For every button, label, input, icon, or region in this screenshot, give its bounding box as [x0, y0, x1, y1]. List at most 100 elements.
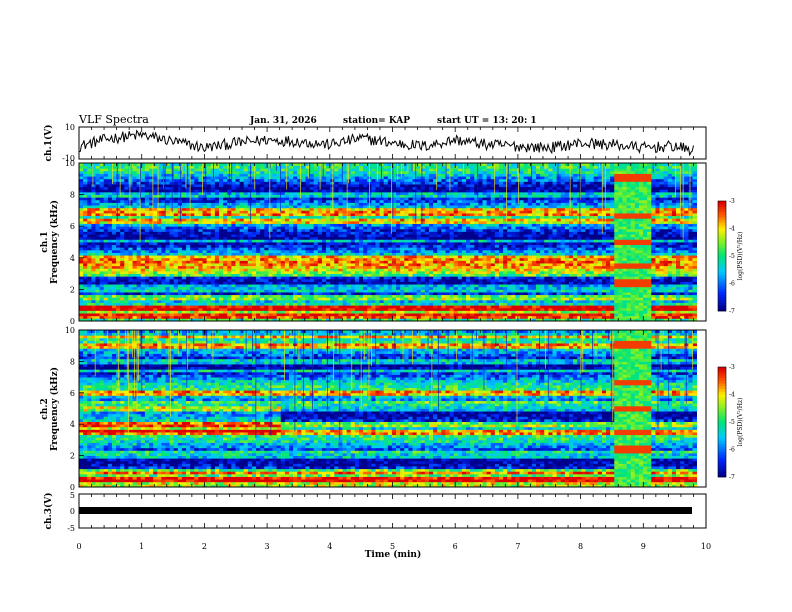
- spectrogram-cell: [223, 244, 228, 248]
- spectrogram-cell: [247, 315, 253, 319]
- spectrogram-cell: [202, 242, 208, 246]
- spectrogram-cell: [626, 302, 632, 306]
- spectrogram-cell: [231, 318, 236, 322]
- spectrogram-cell: [680, 252, 685, 256]
- spectrogram-cell: [461, 299, 467, 303]
- spectrogram-cell: [449, 313, 455, 317]
- spectrogram-cell: [503, 286, 508, 290]
- spectrogram-cell: [445, 249, 450, 253]
- spectrogram-cell: [692, 236, 697, 240]
- spectrogram-cell: [391, 284, 397, 288]
- spectrogram-cell: [589, 239, 595, 243]
- spectrogram-cell: [647, 302, 652, 306]
- spectrogram-cell: [552, 270, 558, 274]
- spectrogram-cell: [95, 294, 100, 298]
- spectrogram-cell: [527, 278, 533, 282]
- spectrogram-cell: [416, 257, 422, 261]
- spectrogram-cell: [247, 268, 253, 272]
- spectrogram-cell: [297, 260, 302, 264]
- spectrogram-cell: [466, 297, 471, 301]
- spectrogram-cell: [148, 284, 154, 288]
- spectrogram-cell: [638, 299, 644, 303]
- spectrogram-cell: [618, 292, 623, 296]
- spectrogram-cell: [103, 247, 109, 251]
- spectrogram-cell: [420, 273, 426, 277]
- spectrogram-cell: [206, 234, 212, 238]
- spectrogram-cell: [342, 249, 348, 253]
- spectrogram-cell: [227, 244, 232, 248]
- spectrogram-cell: [412, 278, 418, 282]
- spectrogram-cell: [342, 257, 348, 261]
- spectrogram-cell: [354, 263, 360, 267]
- spectrogram-cell: [111, 239, 117, 243]
- spectrogram-cell: [99, 286, 105, 290]
- spectrogram-cell: [95, 247, 100, 251]
- spectrogram-cell: [223, 260, 228, 264]
- spectrogram-cell: [692, 318, 697, 322]
- spectrogram-cell: [573, 315, 578, 319]
- spectrogram-cell: [420, 299, 426, 303]
- spectrogram-cell: [387, 265, 393, 269]
- spectrogram-cell: [433, 299, 438, 303]
- spectrogram-cell: [445, 276, 450, 280]
- spectrogram-cell: [256, 289, 261, 293]
- spectrogram-cell: [264, 247, 269, 251]
- spectrogram-cell: [313, 265, 319, 269]
- spectrogram-cell: [305, 244, 310, 248]
- spectrogram-cell: [132, 305, 138, 309]
- spectrogram-cell: [83, 270, 88, 274]
- spectrogram-cell: [128, 284, 133, 288]
- spectrogram-cell: [358, 307, 364, 311]
- spectrogram-cell: [581, 273, 586, 277]
- spectrogram-cell: [478, 265, 483, 269]
- spectrogram-cell: [601, 297, 607, 301]
- spectrogram-cell: [111, 310, 117, 314]
- spectrogram-cell: [412, 307, 418, 311]
- spectrogram-cell: [379, 236, 385, 240]
- spectrogram-cell: [218, 242, 224, 246]
- spectrogram-cell: [692, 255, 697, 259]
- spectrogram-cell: [597, 292, 603, 296]
- spectrogram-cell: [507, 315, 512, 319]
- spectrogram-cell: [498, 313, 504, 317]
- spectrogram-cell: [387, 268, 393, 272]
- spectrogram-cell: [99, 278, 105, 282]
- spectrogram-cell: [202, 234, 208, 238]
- spectrogram-cell: [186, 278, 191, 282]
- spectrogram-cell: [507, 297, 512, 301]
- spectrogram-cell: [638, 260, 644, 264]
- spectrogram-cell: [87, 265, 92, 269]
- spectrogram-cell: [256, 276, 261, 280]
- spectrogram-cell: [626, 292, 632, 296]
- spectrogram-cell: [264, 310, 269, 314]
- spectrogram-cell: [243, 294, 249, 298]
- spectrogram-cell: [169, 284, 175, 288]
- spectrogram-cell: [293, 242, 298, 246]
- spectrogram-cell: [210, 234, 216, 238]
- spectrogram-cell: [536, 299, 541, 303]
- spectrogram-cell: [251, 299, 257, 303]
- spectrogram-cell: [272, 255, 278, 259]
- spectrogram-cell: [437, 265, 442, 269]
- spectrogram-cell: [83, 305, 88, 309]
- spectrogram-cell: [260, 244, 265, 248]
- spectrogram-cell: [457, 278, 463, 282]
- spectrogram-cell: [235, 273, 240, 277]
- spectrogram-cell: [227, 273, 232, 277]
- spectrogram-cell: [424, 297, 430, 301]
- spectrogram-cell: [610, 268, 615, 272]
- spectrogram-cell: [655, 315, 660, 319]
- spectrogram-cell: [350, 315, 356, 319]
- spectrogram-cell: [680, 270, 685, 274]
- spectrogram-cell: [593, 281, 599, 285]
- spectrogram-cell: [408, 297, 413, 301]
- spectrogram-cell: [671, 281, 677, 285]
- spectrogram-cell: [684, 281, 689, 285]
- spectrogram-cell: [350, 305, 356, 309]
- spectrogram-cell: [503, 255, 508, 259]
- spectrogram-cell: [358, 284, 364, 288]
- spectrogram-cell: [560, 249, 566, 253]
- spectrogram-cell: [659, 286, 665, 290]
- spectrogram-cell: [614, 268, 619, 272]
- spectrogram-cell: [87, 273, 92, 277]
